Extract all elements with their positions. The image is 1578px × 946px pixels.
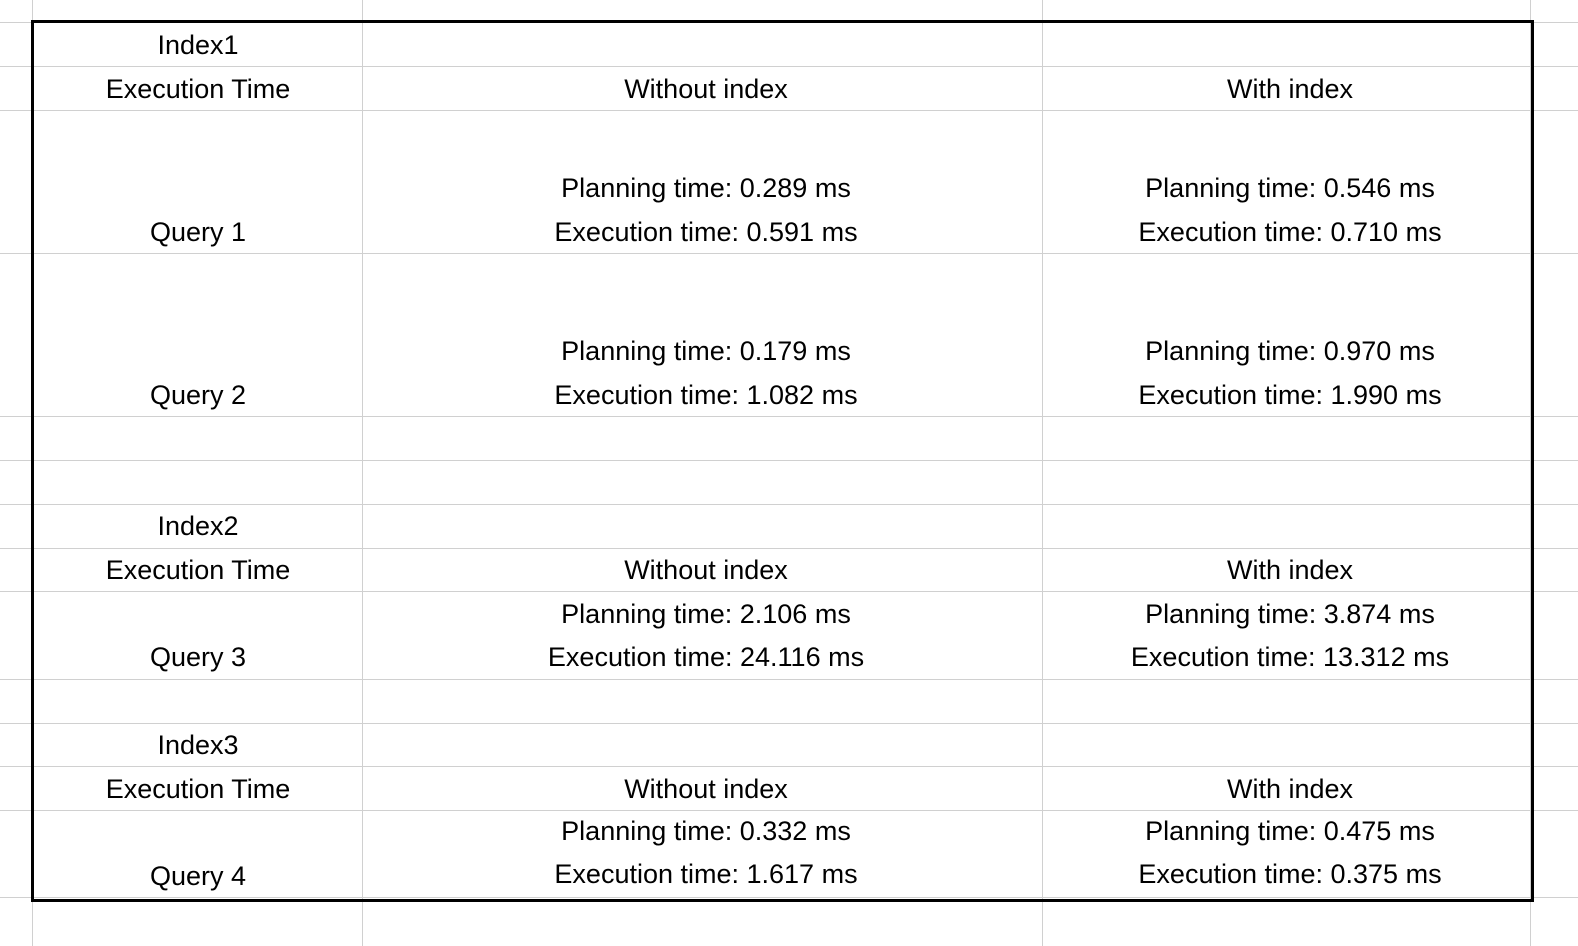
with-planning-time-cell[interactable]: Planning time: 0.475 ms bbox=[1145, 816, 1435, 846]
row-divider bbox=[0, 810, 1578, 811]
without-execution-time-cell[interactable]: Execution time: 1.617 ms bbox=[554, 859, 858, 889]
without-execution-time-cell[interactable]: Execution time: 24.116 ms bbox=[547, 642, 865, 672]
with-planning-time-cell[interactable]: Planning time: 0.546 ms bbox=[1145, 173, 1435, 203]
without-execution-time-cell[interactable]: Execution time: 0.591 ms bbox=[554, 217, 858, 247]
index-label-cell[interactable]: Index1 bbox=[157, 30, 239, 60]
row-divider bbox=[0, 679, 1578, 680]
execution-time-header-cell[interactable]: Execution Time bbox=[105, 774, 291, 804]
with-execution-time-cell[interactable]: Execution time: 0.375 ms bbox=[1138, 859, 1442, 889]
with-planning-time-cell[interactable]: Planning time: 3.874 ms bbox=[1145, 599, 1435, 629]
column-divider bbox=[1042, 0, 1043, 946]
without-planning-time-cell[interactable]: Planning time: 2.106 ms bbox=[561, 599, 851, 629]
row-divider bbox=[0, 66, 1578, 67]
execution-time-header-cell[interactable]: Execution Time bbox=[105, 555, 291, 585]
with-execution-time-cell[interactable]: Execution time: 0.710 ms bbox=[1138, 217, 1442, 247]
with-execution-time-cell[interactable]: Execution time: 13.312 ms bbox=[1130, 642, 1450, 672]
query-name-cell[interactable]: Query 3 bbox=[149, 642, 247, 672]
column-divider bbox=[362, 0, 363, 946]
row-divider bbox=[0, 504, 1578, 505]
row-divider bbox=[0, 766, 1578, 767]
row-divider bbox=[0, 460, 1578, 461]
index-label-cell[interactable]: Index2 bbox=[157, 511, 239, 541]
row-divider bbox=[0, 723, 1578, 724]
without-execution-time-cell[interactable]: Execution time: 1.082 ms bbox=[554, 380, 858, 410]
without-planning-time-cell[interactable]: Planning time: 0.179 ms bbox=[561, 336, 851, 366]
without-index-header-cell[interactable]: Without index bbox=[624, 74, 788, 104]
index-label-cell[interactable]: Index3 bbox=[157, 730, 239, 760]
row-divider bbox=[0, 110, 1578, 111]
with-index-header-cell[interactable]: With index bbox=[1226, 555, 1354, 585]
row-divider bbox=[0, 416, 1578, 417]
row-divider bbox=[0, 253, 1578, 254]
row-divider bbox=[0, 548, 1578, 549]
query-name-cell[interactable]: Query 2 bbox=[149, 380, 247, 410]
without-planning-time-cell[interactable]: Planning time: 0.332 ms bbox=[561, 816, 851, 846]
execution-time-header-cell[interactable]: Execution Time bbox=[105, 74, 291, 104]
row-divider bbox=[0, 591, 1578, 592]
column-divider bbox=[32, 0, 33, 946]
query-name-cell[interactable]: Query 1 bbox=[149, 217, 247, 247]
with-index-header-cell[interactable]: With index bbox=[1226, 74, 1354, 104]
column-divider bbox=[1530, 0, 1531, 946]
without-index-header-cell[interactable]: Without index bbox=[624, 774, 788, 804]
without-index-header-cell[interactable]: Without index bbox=[624, 555, 788, 585]
without-planning-time-cell[interactable]: Planning time: 0.289 ms bbox=[561, 173, 851, 203]
with-planning-time-cell[interactable]: Planning time: 0.970 ms bbox=[1145, 336, 1435, 366]
row-divider bbox=[0, 897, 1578, 898]
query-name-cell[interactable]: Query 4 bbox=[149, 861, 247, 891]
with-execution-time-cell[interactable]: Execution time: 1.990 ms bbox=[1138, 380, 1442, 410]
with-index-header-cell[interactable]: With index bbox=[1226, 774, 1354, 804]
